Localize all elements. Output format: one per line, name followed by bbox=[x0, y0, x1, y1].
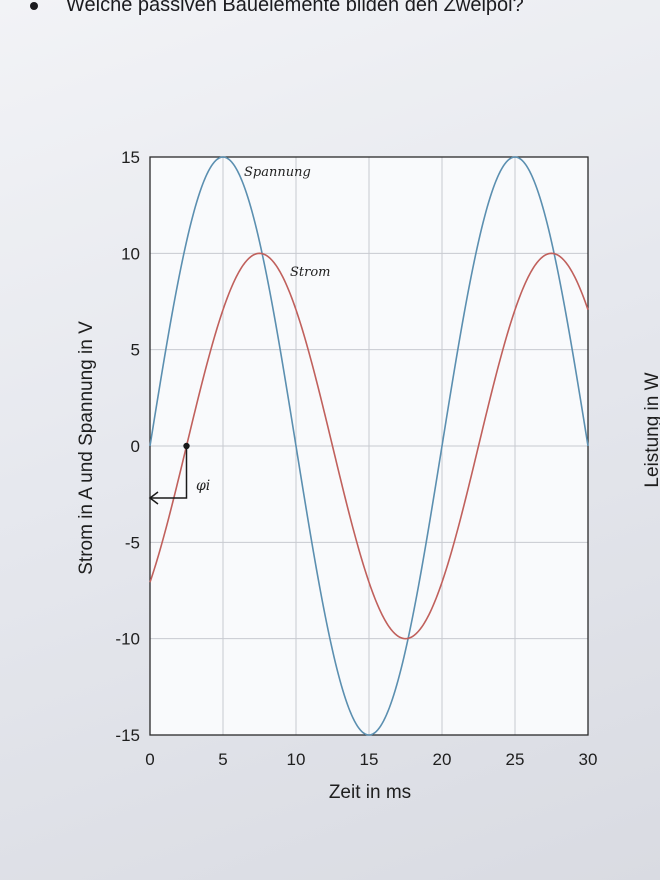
x-tick-label: 15 bbox=[360, 750, 379, 769]
annotation-phi: φi bbox=[196, 478, 210, 494]
x-tick-label: 20 bbox=[433, 750, 452, 769]
question-line: Welche passiven Bauelemente bilden den Z… bbox=[30, 0, 660, 17]
question-text: Welche passiven Bauelemente bilden den Z… bbox=[66, 0, 524, 16]
x-axis-label: Zeit in ms bbox=[329, 782, 411, 803]
series-line-spannung bbox=[149, 156, 589, 736]
y-axis-label: Strom in A und Spannung in V bbox=[76, 321, 97, 575]
y-tick-label: -5 bbox=[125, 533, 140, 552]
x-tick-label: 25 bbox=[506, 750, 525, 769]
y-tick-label: 10 bbox=[121, 244, 140, 263]
y-tick-label: 5 bbox=[131, 341, 140, 360]
y-tick-label: 15 bbox=[121, 148, 140, 167]
y-tick-label: -15 bbox=[115, 726, 140, 745]
series-line-strom bbox=[149, 252, 589, 640]
right-axis-label: Leistung in W bbox=[642, 372, 660, 487]
phase-marker bbox=[148, 442, 190, 505]
x-tick-label: 30 bbox=[579, 750, 598, 769]
x-tick-label: 0 bbox=[145, 750, 154, 769]
bullet-icon bbox=[30, 1, 38, 10]
arrow-left-icon bbox=[148, 491, 159, 505]
tick-labels: 0 5 10 15 20 25 30 -15 -10 -5 0 5 10 15 bbox=[115, 148, 597, 769]
x-tick-label: 10 bbox=[287, 750, 306, 769]
annotation-spannung: Spannung bbox=[244, 165, 311, 180]
y-tick-label: 0 bbox=[131, 437, 140, 456]
series-group bbox=[149, 156, 589, 736]
y-tick-label: -10 bbox=[115, 630, 140, 649]
phase-bracket bbox=[150, 446, 188, 499]
annotation-strom: Strom bbox=[290, 265, 331, 280]
x-tick-label: 5 bbox=[218, 750, 227, 769]
grid bbox=[149, 156, 589, 736]
